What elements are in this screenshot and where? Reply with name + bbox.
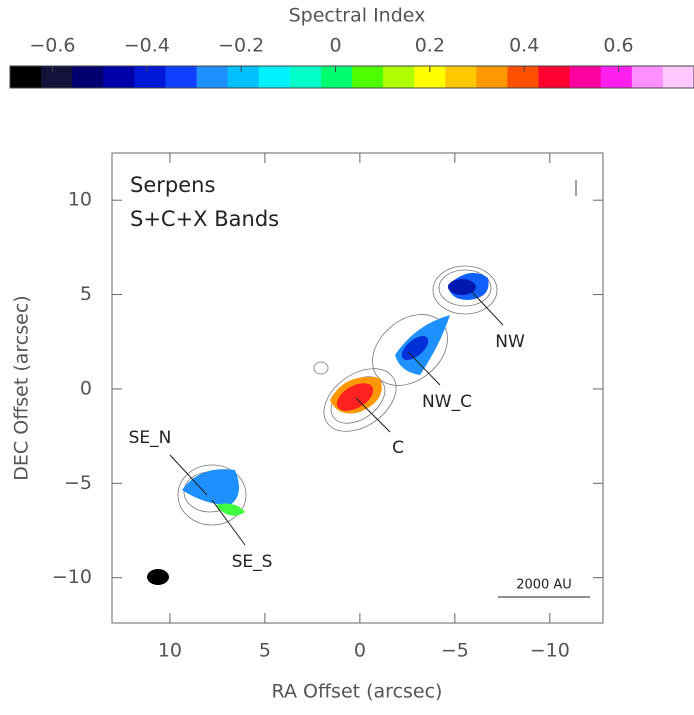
colorbar-tick-label: −0.6: [29, 35, 75, 57]
colorbar-swatch: [538, 66, 571, 88]
annotation: 2000 AU: [516, 578, 572, 593]
colorbar-swatch: [10, 66, 42, 88]
colorbar-frame: [9, 65, 694, 89]
annotation: SE_N: [129, 428, 172, 448]
colorbar-swatch: [165, 66, 198, 88]
pointer: [355, 397, 391, 433]
annotation: SE_S: [232, 552, 273, 572]
colorbar-tick-label: 0.6: [603, 35, 633, 57]
colorbar-tick-label: −0.4: [124, 35, 170, 57]
colorbar-swatch: [445, 66, 477, 88]
blob-se: [182, 469, 239, 505]
colorbar-swatch: [320, 66, 353, 88]
pointer: [211, 499, 246, 546]
colorbar-label: Spectral Index: [289, 5, 426, 27]
pointer: [407, 351, 441, 386]
annotation: Serpens: [130, 173, 215, 197]
x-tick-label: 10: [158, 640, 182, 662]
beam: [147, 569, 169, 585]
colorbar-swatch: [103, 66, 135, 88]
colorbar-swatch: [41, 66, 73, 88]
colorbar-tick-label: −0.2: [218, 35, 264, 57]
colorbar-tick-label: 0.4: [509, 35, 539, 57]
x-tick-label: 5: [259, 640, 271, 662]
x-tick-label: −5: [441, 640, 469, 662]
colorbar-swatch: [662, 66, 694, 88]
blob-nwc-core: [401, 336, 429, 360]
colorbar-swatch: [258, 66, 291, 88]
y-tick-label: −10: [52, 566, 92, 588]
colorbar-swatch: [72, 66, 104, 88]
emission-image: [147, 180, 590, 598]
colorbar: [9, 65, 694, 89]
x-axis-label: RA Offset (arcsec): [272, 681, 443, 703]
colorbar-swatch: [196, 66, 229, 88]
y-tick-label: 10: [68, 189, 92, 211]
colorbar-swatch: [631, 66, 664, 88]
colorbar-swatch: [414, 66, 446, 88]
annotation: S+C+X Bands: [130, 207, 279, 231]
colorbar-swatch: [352, 66, 384, 88]
colorbar-tick-label: 0: [329, 35, 341, 57]
colorbar-swatch: [227, 66, 260, 88]
colorbar-swatch: [289, 66, 322, 88]
colorbar-swatch: [569, 66, 602, 88]
x-tick-label: −10: [530, 640, 570, 662]
annotation: NW_C: [422, 392, 472, 412]
x-tick-label: 0: [354, 640, 366, 662]
blob-c-core: [336, 383, 374, 411]
colorbar-swatch: [600, 66, 633, 88]
colorbar-swatch: [476, 66, 508, 88]
colorbar-swatch: [383, 66, 415, 88]
pointer: [169, 454, 208, 496]
blob-nw-core: [448, 279, 476, 295]
annotation: C: [392, 438, 404, 458]
colorbar-tick-label: 0.2: [415, 35, 445, 57]
colorbar-swatch: [507, 66, 540, 88]
y-axis-label: DEC Offset (arcsec): [11, 295, 33, 480]
blob-ses: [215, 503, 245, 516]
y-tick-label: −5: [64, 472, 92, 494]
y-tick-label: 5: [80, 283, 92, 305]
pointer: [471, 291, 504, 326]
colorbar-swatch: [134, 66, 166, 88]
annotation: NW: [495, 332, 525, 352]
y-tick-label: 0: [80, 377, 92, 399]
